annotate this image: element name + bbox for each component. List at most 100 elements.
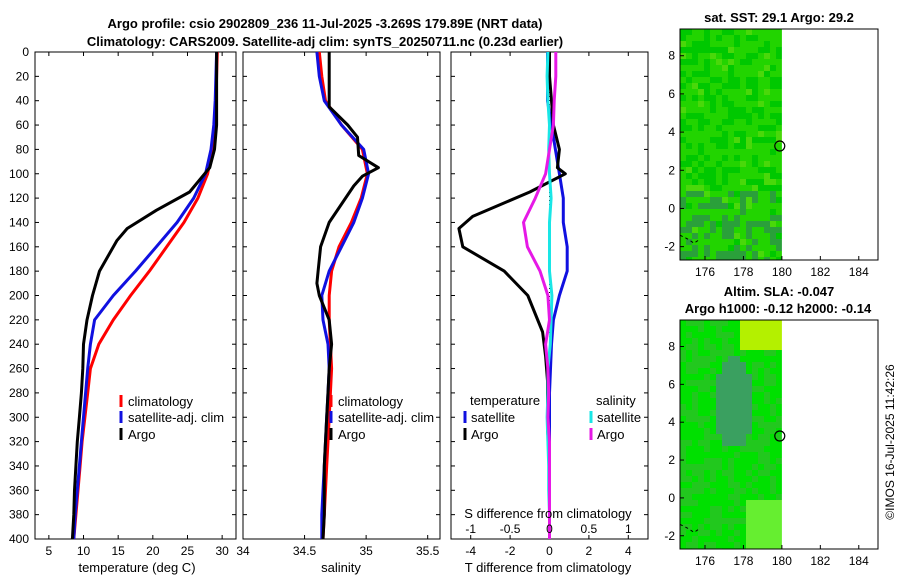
map-cell (716, 362, 722, 368)
map-cell (710, 227, 716, 233)
map-cell (686, 344, 692, 350)
map-cell (752, 386, 758, 392)
map-cell (686, 167, 692, 173)
map-cell (764, 446, 770, 452)
map-cell (758, 416, 764, 422)
map-cell (686, 422, 692, 428)
map-cell (764, 368, 770, 374)
map-cell (770, 536, 776, 542)
map-cell (722, 137, 728, 143)
map-cell (728, 428, 734, 434)
map-cell (728, 227, 734, 233)
map-cell (698, 149, 704, 155)
map-cell (698, 446, 704, 452)
map-cell (722, 446, 728, 452)
map-cell (728, 149, 734, 155)
map-cell (740, 530, 746, 536)
map-cell (680, 326, 686, 332)
map-cell (722, 494, 728, 500)
map-cell (716, 422, 722, 428)
map-cell (746, 332, 752, 338)
map-cell (764, 185, 770, 191)
map-cell (686, 101, 692, 107)
map-cell (710, 542, 716, 548)
map-cell (776, 161, 782, 167)
map-cell (776, 101, 782, 107)
map-cell (698, 458, 704, 464)
y-tick-label: 6 (668, 377, 675, 391)
map-cell (704, 221, 710, 227)
x-tick-label: 182 (810, 265, 830, 279)
map-cell (764, 233, 770, 239)
y-tick-label: 240 (9, 337, 29, 351)
map-cell (722, 101, 728, 107)
map-cell (728, 83, 734, 89)
map-cell (740, 107, 746, 113)
map-cell (680, 107, 686, 113)
map-cell (770, 518, 776, 524)
map-cell (716, 125, 722, 131)
map-cell (704, 149, 710, 155)
map-cell (692, 482, 698, 488)
map-cell (722, 113, 728, 119)
map-cell (716, 71, 722, 77)
map-cell (776, 227, 782, 233)
map-cell (752, 167, 758, 173)
map-cell (698, 386, 704, 392)
map-cell (752, 512, 758, 518)
map-cell (776, 257, 782, 260)
map-cell (710, 332, 716, 338)
x-tick-label: -2 (505, 544, 516, 558)
map-cell (764, 374, 770, 380)
map-cell (758, 326, 764, 332)
x-tick-label: 20 (146, 544, 160, 558)
map-cell (764, 506, 770, 512)
map-cell (776, 245, 782, 251)
map-cell (758, 89, 764, 95)
map-cell (722, 89, 728, 95)
map-cell (770, 410, 776, 416)
map-cell (752, 446, 758, 452)
map-cell (764, 326, 770, 332)
map-cell (728, 500, 734, 506)
x-tick-label: 180 (772, 265, 792, 279)
map-cell (680, 191, 686, 197)
map-cell (722, 518, 728, 524)
map-cell (686, 251, 692, 257)
y-tick-label: 260 (9, 362, 29, 376)
map-cell (764, 320, 770, 326)
map-cell (680, 410, 686, 416)
map-cell (770, 29, 776, 35)
map-cell (692, 227, 698, 233)
map-cell (698, 368, 704, 374)
legend-label-s-satellite: satellite (597, 410, 641, 425)
map-cell (740, 524, 746, 530)
map-cell (770, 542, 776, 548)
map-cell (698, 155, 704, 161)
map-cell (680, 173, 686, 179)
map-cell (764, 53, 770, 59)
map-cell (728, 350, 734, 356)
map-cell (722, 53, 728, 59)
x-tick-label: 15 (111, 544, 125, 558)
map-cell (710, 446, 716, 452)
map-cell (692, 95, 698, 101)
map-cell (752, 35, 758, 41)
map-cell (716, 398, 722, 404)
map-cell (740, 392, 746, 398)
map-cell (740, 506, 746, 512)
map-cell (698, 362, 704, 368)
map-cell (722, 203, 728, 209)
map-cell (764, 440, 770, 446)
map-cell (764, 530, 770, 536)
map-cell (722, 185, 728, 191)
map-cell (722, 338, 728, 344)
map-cell (692, 245, 698, 251)
map-cell (704, 434, 710, 440)
map-cell (740, 332, 746, 338)
map-cell (710, 392, 716, 398)
map-cell (686, 41, 692, 47)
map-cell (692, 416, 698, 422)
map-cell (692, 161, 698, 167)
map-cell (710, 500, 716, 506)
